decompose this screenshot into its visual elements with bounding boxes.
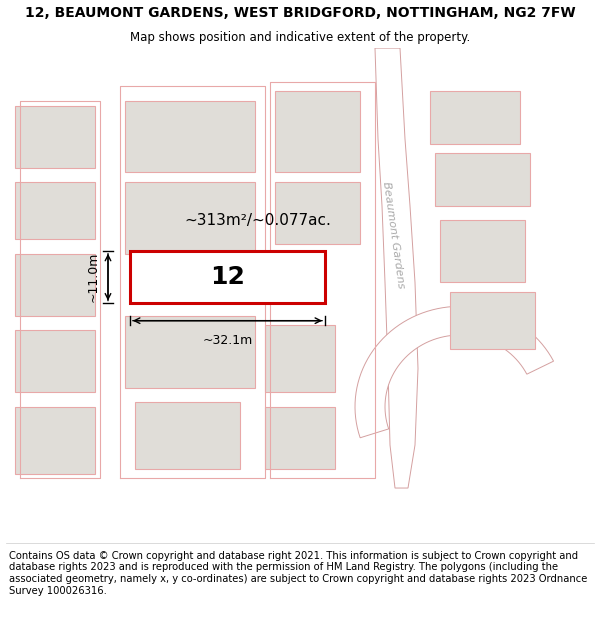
Text: Beaumont Gardens: Beaumont Gardens [380, 181, 406, 289]
Polygon shape [125, 316, 255, 388]
Polygon shape [375, 48, 418, 488]
Polygon shape [450, 292, 535, 349]
Polygon shape [265, 326, 335, 392]
Polygon shape [15, 407, 95, 474]
Polygon shape [440, 220, 525, 282]
Polygon shape [265, 407, 335, 469]
Polygon shape [135, 402, 240, 469]
Polygon shape [15, 182, 95, 239]
Text: ~11.0m: ~11.0m [87, 252, 100, 302]
Polygon shape [275, 91, 360, 172]
Polygon shape [15, 330, 95, 392]
Text: ~32.1m: ~32.1m [202, 334, 253, 347]
Polygon shape [355, 306, 554, 438]
Polygon shape [275, 182, 360, 244]
Text: Contains OS data © Crown copyright and database right 2021. This information is : Contains OS data © Crown copyright and d… [9, 551, 587, 596]
Polygon shape [15, 106, 95, 168]
Polygon shape [125, 182, 255, 254]
Polygon shape [15, 254, 95, 316]
Text: ~313m²/~0.077ac.: ~313m²/~0.077ac. [184, 213, 331, 228]
Polygon shape [430, 91, 520, 144]
Text: Map shows position and indicative extent of the property.: Map shows position and indicative extent… [130, 31, 470, 44]
Polygon shape [125, 101, 255, 172]
Text: 12: 12 [210, 265, 245, 289]
Bar [130, 251, 325, 304]
Polygon shape [435, 153, 530, 206]
Text: 12, BEAUMONT GARDENS, WEST BRIDGFORD, NOTTINGHAM, NG2 7FW: 12, BEAUMONT GARDENS, WEST BRIDGFORD, NO… [25, 6, 575, 21]
